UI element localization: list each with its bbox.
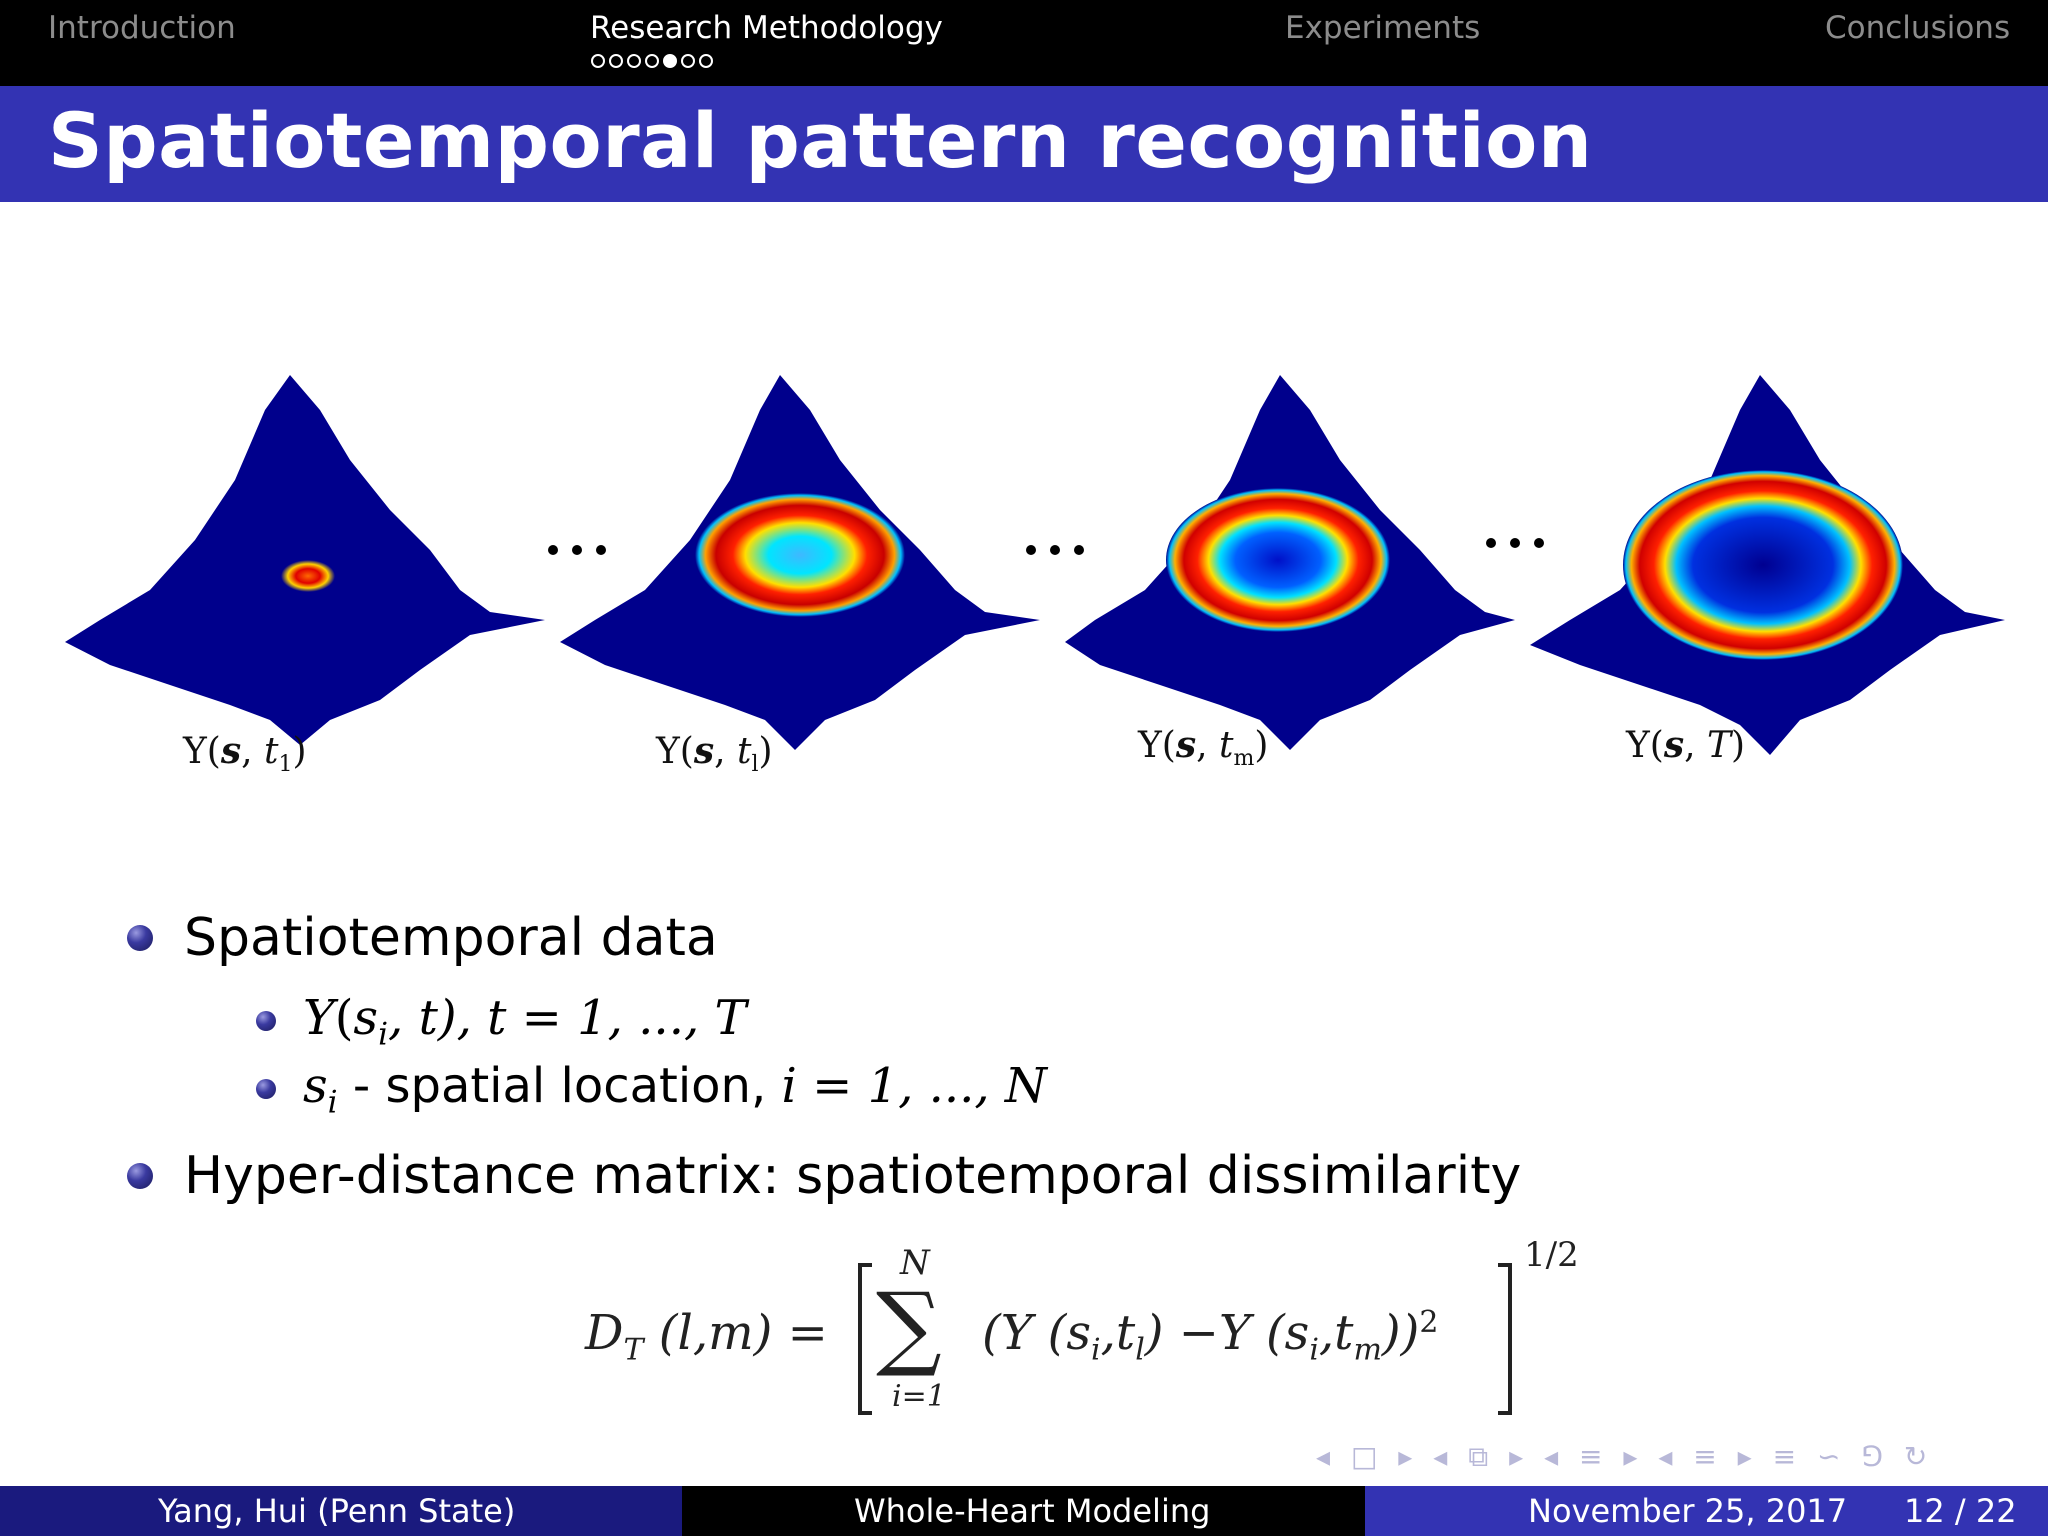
progress-dot[interactable] bbox=[627, 54, 641, 68]
sub-bullet-y-definition: Y(si, t), t = 1, ..., T bbox=[256, 990, 746, 1053]
nav-section-experiments[interactable]: Experiments bbox=[1285, 10, 1481, 46]
ellipsis-1 bbox=[548, 545, 606, 555]
progress-dot[interactable] bbox=[591, 54, 605, 68]
panel-label-tl: Y(s, tl) bbox=[656, 730, 773, 778]
surface-plot-tm bbox=[1065, 375, 1515, 750]
progress-dot[interactable] bbox=[699, 54, 713, 68]
equation-body: (Y (si,tl) −Y (si,tm))2 bbox=[982, 1305, 1439, 1368]
footer-page-number: 12 / 22 bbox=[1904, 1492, 2017, 1530]
progress-dot[interactable] bbox=[609, 54, 623, 68]
section-navigation-bar: Introduction Research Methodology Experi… bbox=[0, 0, 2048, 86]
nav-section-introduction[interactable]: Introduction bbox=[48, 10, 236, 46]
bullet-spatiotemporal-data: Spatiotemporal data bbox=[127, 908, 718, 968]
sum-symbol: ∑ bbox=[876, 1273, 942, 1380]
beamer-navigation-symbols[interactable]: ◂ □ ▸ ◂ ⧉ ▸ ◂ ≡ ▸ ◂ ≡ ▸ ≡ ∽ ⅁ ↻ bbox=[1316, 1440, 1934, 1473]
footer-author: Yang, Hui (Penn State) bbox=[0, 1486, 682, 1536]
title-bar: Spatiotemporal pattern recognition bbox=[0, 86, 2048, 202]
ellipsis-2 bbox=[1026, 545, 1084, 555]
bullet-icon bbox=[256, 1011, 276, 1032]
bullet-icon bbox=[127, 1163, 153, 1189]
nav-section-research-methodology[interactable]: Research Methodology bbox=[590, 10, 943, 46]
panel-label-tm: Y(s, tm) bbox=[1138, 724, 1269, 772]
panel-label-t1: Y(s, t1) bbox=[183, 730, 307, 778]
bullet-icon bbox=[256, 1079, 276, 1100]
footer-date: November 25, 2017 bbox=[1528, 1492, 1848, 1530]
math-y-definition: Y(si, t), t = 1, ..., T bbox=[303, 990, 747, 1053]
spatiotemporal-figure: Y(s, t1) Y(s, tl) Y(s, tm) Y(s, T) bbox=[0, 350, 2048, 800]
footer-date-page: November 25, 2017 12 / 22 bbox=[1365, 1486, 2048, 1536]
progress-dot[interactable] bbox=[681, 54, 695, 68]
sub-bullet-spatial-location: si - spatial location, i = 1, ..., N bbox=[256, 1058, 1047, 1121]
equation-brackets bbox=[858, 1263, 1512, 1415]
progress-dots bbox=[591, 54, 713, 68]
progress-dot[interactable] bbox=[663, 54, 677, 68]
slide-title: Spatiotemporal pattern recognition bbox=[48, 96, 1593, 185]
surface-plots bbox=[65, 375, 2005, 755]
bullet-text: si - spatial location, i = 1, ..., N bbox=[303, 1058, 1047, 1121]
progress-dot[interactable] bbox=[645, 54, 659, 68]
sum-upper-limit: N bbox=[900, 1243, 930, 1283]
bullet-text: Spatiotemporal data bbox=[184, 908, 718, 968]
equation-lhs: DT (l,m) = bbox=[585, 1305, 828, 1368]
surface-plot-t1 bbox=[65, 375, 545, 745]
panel-label-T: Y(s, T) bbox=[1626, 724, 1746, 766]
surface-plot-T bbox=[1530, 375, 2005, 755]
surface-plot-tl bbox=[560, 375, 1040, 750]
bullet-hyper-distance-matrix: Hyper-distance matrix: spatiotemporal di… bbox=[127, 1146, 1521, 1206]
outer-exponent: 1/2 bbox=[1524, 1235, 1579, 1275]
footer-talk-title: Whole-Heart Modeling bbox=[682, 1486, 1365, 1536]
nav-section-conclusions[interactable]: Conclusions bbox=[1825, 10, 2011, 46]
bullet-text: Hyper-distance matrix: spatiotemporal di… bbox=[184, 1146, 1522, 1206]
bullet-icon bbox=[127, 925, 153, 951]
hyper-distance-equation: DT (l,m) = N ∑ i=1 (Y (si,tl) −Y (si,tm)… bbox=[570, 1235, 1610, 1435]
ellipsis-3 bbox=[1486, 538, 1544, 548]
sum-lower-limit: i=1 bbox=[892, 1379, 946, 1414]
footer-bar: Yang, Hui (Penn State) Whole-Heart Model… bbox=[0, 1486, 2048, 1536]
